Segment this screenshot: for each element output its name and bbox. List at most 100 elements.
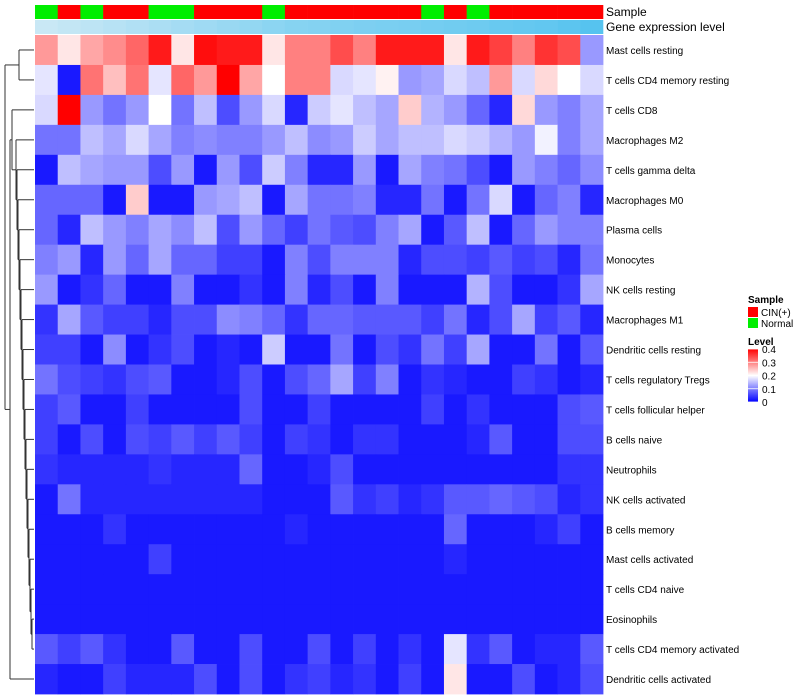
heatmap-cell: [466, 454, 490, 485]
heatmap-cell: [580, 154, 604, 186]
heatmap-cell: [580, 214, 604, 246]
expression-annotation-cell: [489, 20, 513, 34]
heatmap-cell: [307, 304, 331, 335]
heatmap-cell: [398, 544, 422, 575]
sample-annotation-cell: [125, 5, 149, 19]
sample-annotation-cell: [534, 5, 558, 19]
heatmap-cell: [35, 154, 59, 186]
heatmap-cell: [375, 604, 399, 635]
heatmap-cell: [148, 574, 172, 605]
heatmap-cell: [466, 244, 490, 276]
heatmap-cell: [125, 214, 149, 246]
heatmap-cell: [330, 424, 354, 455]
heatmap-cell: [239, 394, 263, 425]
heatmap-cell: [239, 154, 263, 186]
heatmap-cell: [284, 454, 309, 485]
heatmap-cell: [512, 424, 536, 455]
row-label: T cells CD8: [606, 106, 658, 117]
heatmap-cell: [80, 35, 104, 66]
heatmap-cell: [580, 454, 604, 485]
heatmap-cell: [216, 604, 240, 635]
heatmap-cell: [262, 94, 286, 126]
heatmap-cell: [125, 334, 149, 365]
sample-annotation-cell: [466, 5, 490, 19]
heatmap-cell: [239, 214, 263, 246]
heatmap-cell: [103, 124, 127, 156]
heatmap-cell: [466, 394, 490, 425]
heatmap-cell: [534, 64, 558, 96]
heatmap-cell: [421, 94, 445, 126]
heatmap-cell: [35, 184, 59, 216]
heatmap-cell: [489, 604, 513, 635]
heatmap-cell: [512, 35, 536, 66]
heatmap-cell: [80, 364, 104, 395]
heatmap-cell: [284, 544, 309, 575]
heatmap-cell: [171, 35, 195, 66]
heatmap-cell: [239, 634, 263, 665]
heatmap-cell: [512, 454, 536, 485]
row-label: Macrophages M1: [606, 316, 684, 327]
heatmap-cell: [421, 364, 445, 395]
heatmap-cell: [80, 304, 104, 335]
heatmap-cell: [421, 634, 445, 665]
expression-annotation-cell: [171, 20, 195, 34]
heatmap-cell: [57, 214, 81, 246]
heatmap-cell: [239, 514, 263, 545]
heatmap-cell: [103, 664, 127, 695]
heatmap-cell: [171, 664, 195, 695]
heatmap-cell: [557, 214, 581, 246]
heatmap-cell: [512, 394, 536, 425]
sample-annotation-cell: [216, 5, 240, 19]
heatmap-cell: [171, 544, 195, 575]
heatmap-cell: [375, 664, 399, 695]
heatmap-cell: [284, 394, 309, 425]
heatmap-cell: [534, 304, 558, 335]
heatmap-cell: [307, 94, 331, 126]
heatmap-cell: [421, 454, 445, 485]
heatmap-cell: [330, 604, 354, 635]
heatmap-cell: [35, 664, 59, 695]
heatmap-cell: [80, 274, 104, 305]
heatmap-cell: [307, 454, 331, 485]
heatmap-cell: [489, 664, 513, 695]
heatmap-cell: [375, 424, 399, 455]
row-dendrogram: [4, 49, 34, 680]
heatmap-cell: [398, 394, 422, 425]
heatmap-cell: [557, 604, 581, 635]
heatmap-cell: [512, 634, 536, 665]
heatmap-cell: [443, 184, 468, 216]
heatmap-cell: [512, 364, 536, 395]
heatmap-cell: [284, 364, 309, 395]
legend-level-title: Level: [748, 337, 774, 348]
heatmap-cell: [557, 334, 581, 365]
heatmap-cell: [262, 184, 286, 216]
heatmap-cell: [443, 274, 468, 305]
heatmap-cell: [489, 514, 513, 545]
heatmap-cell: [398, 244, 422, 276]
heatmap-cell: [557, 94, 581, 126]
heatmap-cell: [148, 454, 172, 485]
heatmap-cell: [443, 244, 468, 276]
heatmap-cell: [148, 544, 172, 575]
heatmap-cell: [216, 64, 240, 96]
row-label: Macrophages M2: [606, 136, 684, 147]
heatmap-cell: [80, 184, 104, 216]
row-label: Plasma cells: [606, 226, 662, 237]
heatmap-cell: [489, 424, 513, 455]
heatmap-cell: [512, 334, 536, 365]
heatmap-cell: [57, 244, 81, 276]
heatmap-cell: [398, 304, 422, 335]
heatmap-cell: [307, 214, 331, 246]
heatmap-cell: [103, 424, 127, 455]
heatmap-cell: [125, 394, 149, 425]
heatmap-cell: [443, 214, 468, 246]
track-label-expression: Gene expression level: [606, 20, 725, 34]
heatmap-cell: [353, 214, 377, 246]
heatmap-cell: [580, 484, 604, 515]
heatmap-cell: [194, 544, 218, 575]
heatmap-cell: [466, 574, 490, 605]
heatmap-cell: [398, 574, 422, 605]
heatmap-cell: [489, 35, 513, 66]
heatmap-cell: [284, 35, 309, 66]
heatmap-cell: [512, 664, 536, 695]
